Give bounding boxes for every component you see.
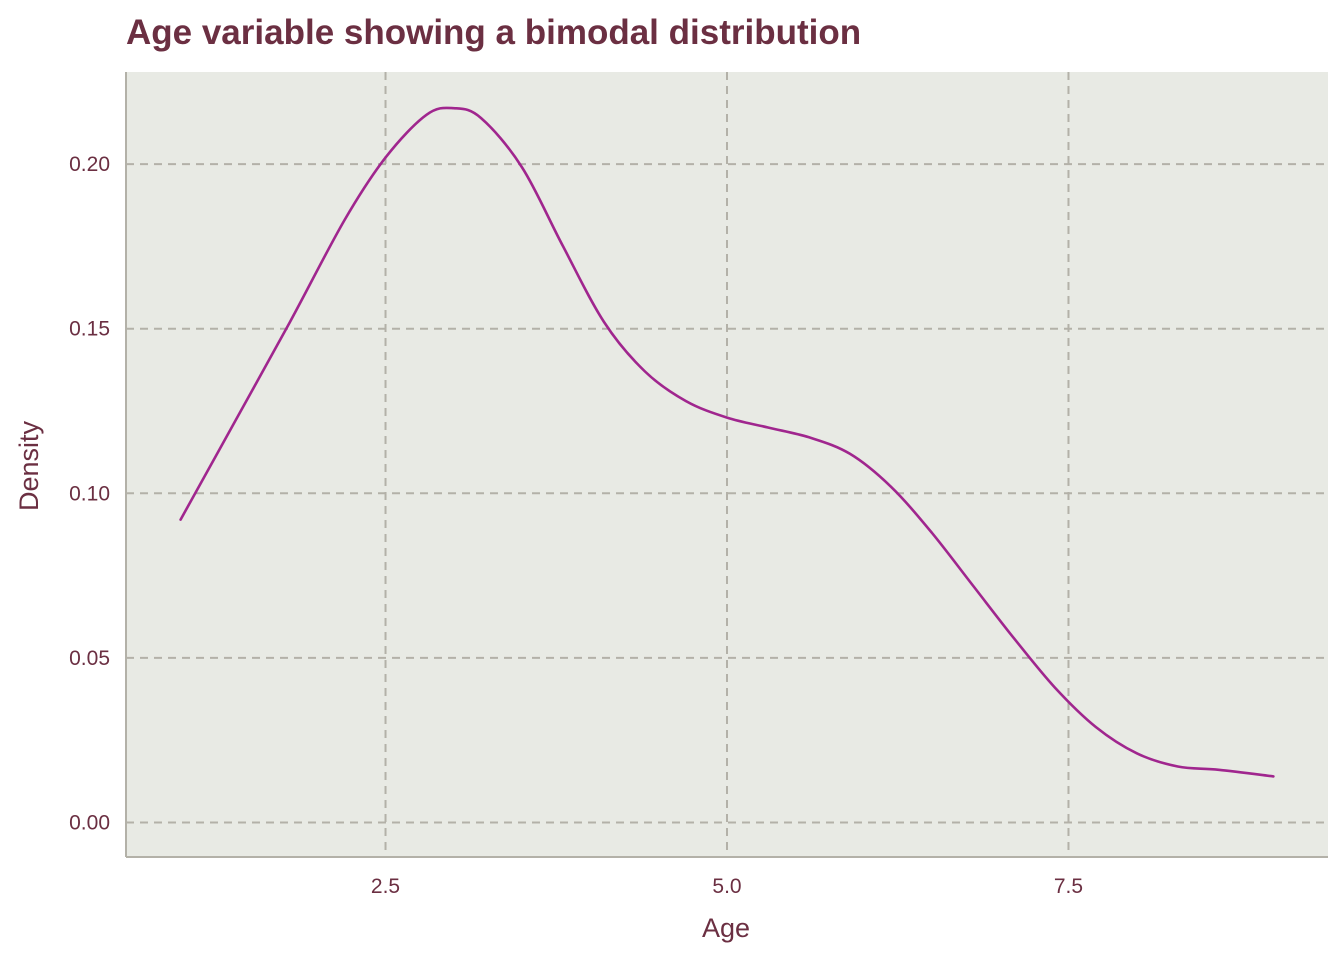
y-tick-label: 0.00 (69, 811, 110, 834)
y-axis-title: Density (14, 420, 44, 511)
y-tick-label: 0.10 (69, 482, 110, 505)
y-tick-label: 0.20 (69, 153, 110, 176)
chart-title: Age variable showing a bimodal distribut… (126, 13, 861, 52)
x-tick-label: 2.5 (371, 875, 400, 898)
density-curve (179, 106, 1275, 778)
axis-lines (125, 72, 1328, 858)
y-tick-label: 0.15 (69, 318, 110, 341)
x-tick-label: 7.5 (1054, 875, 1083, 898)
series-layer (179, 106, 1275, 778)
x-axis-title: Age (702, 913, 750, 943)
tick-labels: 0.00 0.05 0.10 0.15 0.20 2.5 5.0 7.5 (69, 153, 1083, 898)
grid-lines (126, 72, 1328, 857)
y-tick-label: 0.05 (69, 647, 110, 670)
x-tick-label: 5.0 (712, 875, 741, 898)
